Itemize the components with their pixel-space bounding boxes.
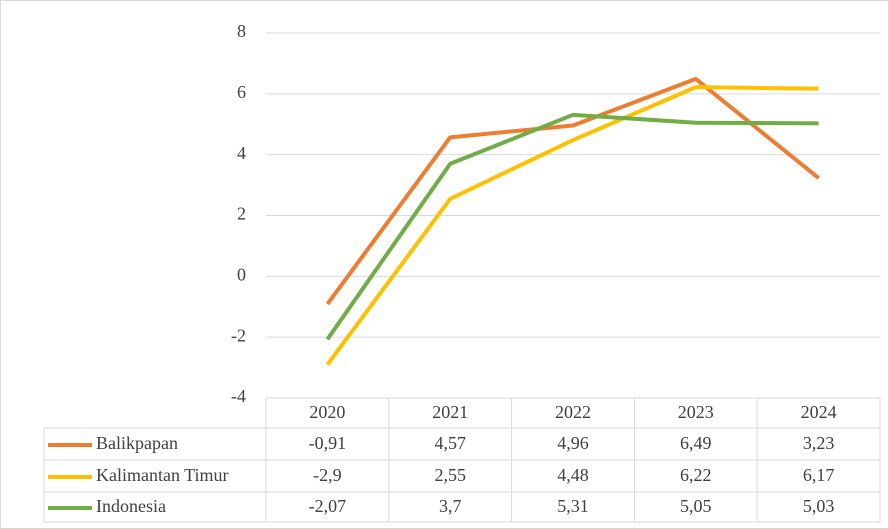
y-tick-label: 0 (237, 264, 246, 284)
table-value: -2,07 (309, 496, 347, 516)
y-tick-label: 8 (237, 21, 246, 41)
y-tick-label: 6 (237, 82, 246, 102)
x-tick-label: 2021 (432, 402, 468, 422)
table-value: 5,05 (680, 496, 712, 516)
y-tick-label: 4 (237, 143, 246, 163)
table-value: 2,55 (434, 465, 466, 485)
x-tick-label: 2020 (309, 402, 345, 422)
table-value: 4,57 (434, 433, 466, 453)
table-value: -2,9 (313, 465, 342, 485)
y-tick-label: 2 (237, 204, 246, 224)
x-tick-label: 2024 (801, 402, 837, 422)
y-tick-label: -4 (231, 386, 246, 406)
legend-label: Kalimantan Timur (96, 465, 229, 485)
table-value: -0,91 (309, 433, 347, 453)
legend-label: Indonesia (96, 496, 166, 516)
table-value: 4,96 (557, 433, 589, 453)
series-line (325, 112, 819, 341)
series-line (325, 85, 819, 366)
table-value: 3,7 (439, 496, 462, 516)
table-value: 3,23 (803, 433, 835, 453)
table-value: 6,22 (680, 465, 712, 485)
table-value: 5,03 (803, 496, 835, 516)
table-value: 6,49 (680, 433, 712, 453)
x-tick-label: 2023 (678, 402, 714, 422)
x-tick-label: 2022 (555, 402, 591, 422)
legend-label: Balikpapan (96, 433, 178, 453)
table-value: 5,31 (557, 496, 589, 516)
series-line (325, 76, 820, 306)
y-tick-label: -2 (231, 325, 246, 345)
table-value: 4,48 (557, 465, 589, 485)
table-value: 6,17 (803, 465, 835, 485)
